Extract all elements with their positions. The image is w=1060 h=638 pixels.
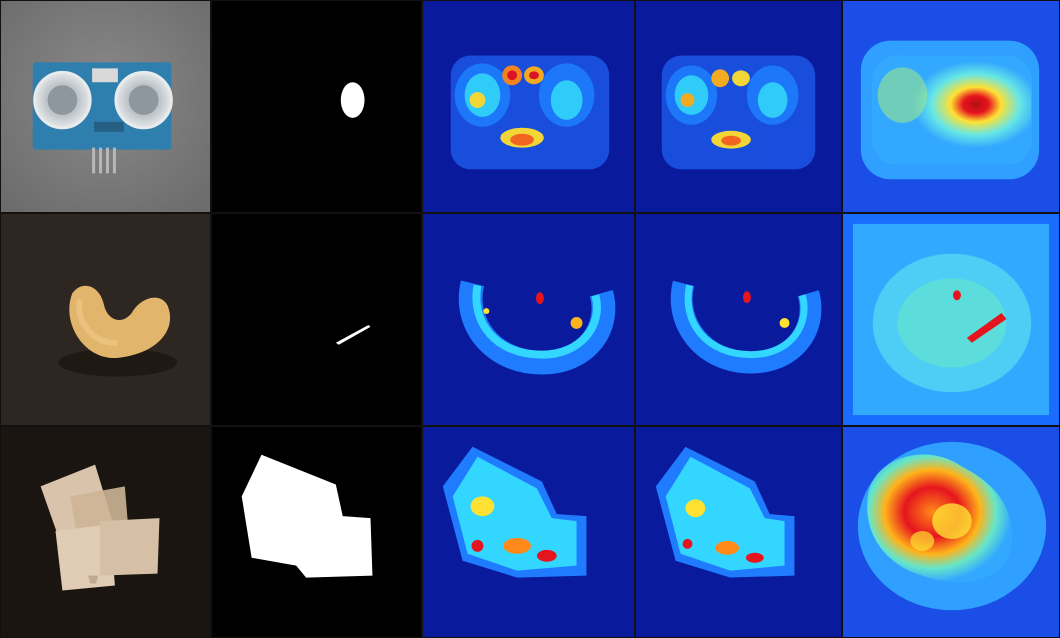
row1-map-b xyxy=(635,0,842,213)
mask-sliver xyxy=(212,214,421,425)
row3-map-c xyxy=(842,426,1060,638)
heatmap-b xyxy=(636,214,841,425)
row2-map-b xyxy=(635,213,842,426)
row1-map-a xyxy=(422,0,635,213)
heatmap-b xyxy=(636,427,841,637)
heatmap-a xyxy=(423,214,634,425)
mask-ellipse xyxy=(212,1,421,212)
row2-map-a xyxy=(422,213,635,426)
row1-gt-mask xyxy=(211,0,422,213)
ultrasonic-sensor-photo xyxy=(1,1,210,212)
heatmap-a xyxy=(423,427,634,637)
row1-input-image xyxy=(0,0,211,213)
cashew-photo xyxy=(1,214,210,425)
row3-map-b xyxy=(635,426,842,638)
row3-gt-mask xyxy=(211,426,422,638)
row2-gt-mask xyxy=(211,213,422,426)
row2-input-image xyxy=(0,213,211,426)
row2-map-c xyxy=(842,213,1060,426)
heatmap-c xyxy=(843,214,1059,425)
heatmap-b xyxy=(636,1,841,212)
row3-map-a xyxy=(422,426,635,638)
row3-input-image xyxy=(0,426,211,638)
heatmap-c xyxy=(843,1,1059,212)
heatmap-c xyxy=(843,427,1059,637)
row1-map-c xyxy=(842,0,1060,213)
mask-polygon xyxy=(212,427,421,637)
heatmap-a xyxy=(423,1,634,212)
plastic-pieces-photo xyxy=(1,427,210,637)
